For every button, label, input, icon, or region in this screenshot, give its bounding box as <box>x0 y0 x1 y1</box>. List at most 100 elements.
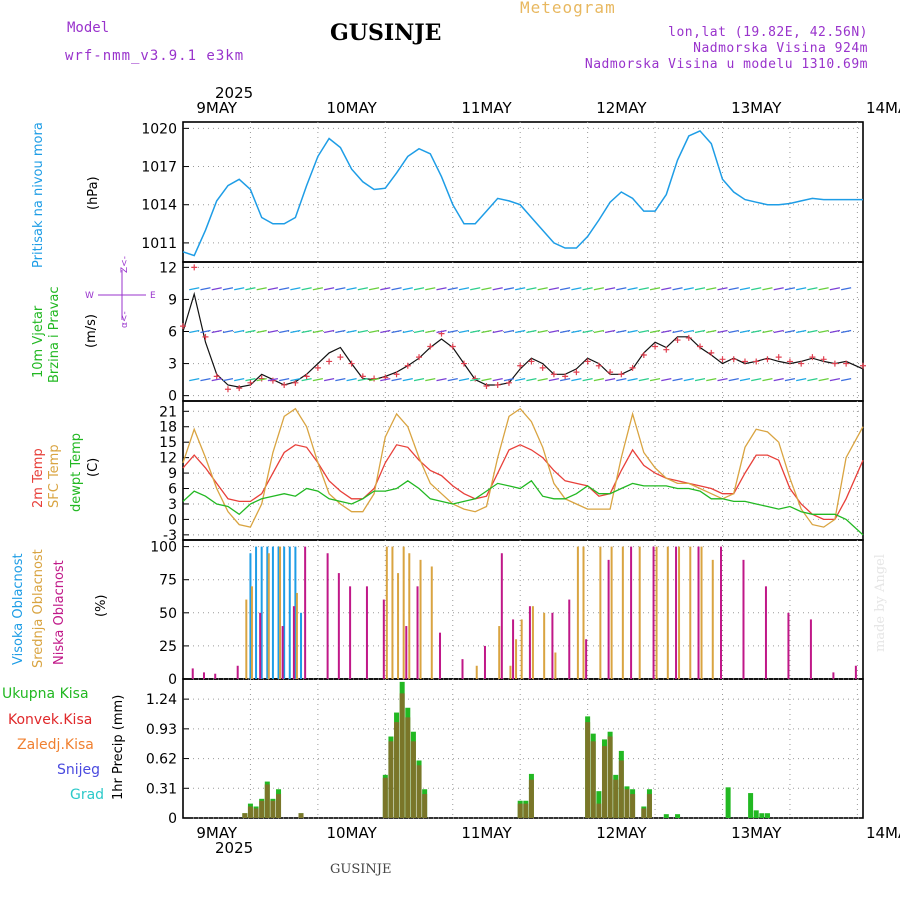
wind-arrow <box>436 287 447 291</box>
cloud-bar <box>292 606 295 679</box>
gust-marker <box>775 354 782 361</box>
cloud-bar <box>483 645 486 679</box>
precip-series <box>242 681 770 818</box>
y-tick-label: 25 <box>159 639 177 655</box>
precip-convective-bar <box>517 803 523 818</box>
wind-arrow <box>402 377 413 382</box>
precip-legend-hail: Grad <box>70 787 104 803</box>
cloud-bar <box>854 665 857 679</box>
wind-arrow <box>335 329 346 334</box>
wind-arrow <box>447 377 458 382</box>
wind-arrow <box>604 377 616 382</box>
temp-line <box>182 479 864 536</box>
wind-arrow <box>458 287 470 291</box>
wind-arrow <box>515 287 526 291</box>
precip-convective-bar <box>394 722 400 818</box>
wind-arrow <box>751 287 762 291</box>
wind-arrow <box>717 377 728 382</box>
precip-convective-bar <box>259 800 265 818</box>
day-label: 12MAY <box>596 824 647 842</box>
wind-arrow <box>413 287 425 291</box>
gust-marker <box>831 360 838 367</box>
gust-marker <box>224 386 231 393</box>
cloud-bar <box>249 553 252 679</box>
wind-arrow <box>189 287 200 291</box>
wind-arrow <box>706 287 717 291</box>
wind-arrow <box>380 287 391 291</box>
cloud-bar <box>568 599 571 679</box>
wind-arrow <box>649 329 661 334</box>
wind-arrow <box>245 287 256 291</box>
wind-arrow <box>402 287 413 291</box>
wind-arrow <box>616 329 627 334</box>
wind-arrow <box>301 329 312 334</box>
gust-marker <box>494 381 501 388</box>
day-label: 9MAY <box>196 824 238 842</box>
wind-arrow <box>728 287 739 291</box>
cloud-bar <box>515 639 518 679</box>
wind-dir-e: E <box>150 291 156 301</box>
wind-arrow <box>537 287 548 291</box>
cloud-bar <box>599 546 602 679</box>
wind-arrow <box>683 329 694 334</box>
wind-arrow <box>649 287 661 291</box>
gust-marker <box>573 369 580 376</box>
day-label: 13MAY <box>731 99 782 117</box>
cloud-bar <box>439 632 442 679</box>
wind-arrow <box>368 329 380 334</box>
pressure-line <box>182 129 863 257</box>
wind-arrow <box>436 329 447 334</box>
cloud-bar <box>543 612 546 679</box>
wind-arrow <box>301 287 312 291</box>
model-name: wrf-nmm_v3.9.1 e3km <box>65 48 245 64</box>
day-label: 10MAY <box>326 99 377 117</box>
cloud-bar <box>531 606 534 679</box>
wind-arrow <box>829 377 841 382</box>
precip-convective-bar <box>253 808 259 818</box>
meteogram-label: Meteogram <box>520 0 616 17</box>
station-elevation: Nadmorska Visina 924m <box>693 41 868 56</box>
page-title: GUSINJE <box>330 20 442 46</box>
wind-arrow <box>222 287 234 291</box>
precip-convective-bar <box>410 741 416 818</box>
wind-arrow <box>582 377 593 382</box>
cloud-bar <box>520 619 523 679</box>
cloud-bar <box>461 659 464 679</box>
wind-arrow <box>290 329 301 334</box>
cloud-bar <box>279 546 282 679</box>
wind-arrow <box>470 329 481 334</box>
wind-arrow <box>728 329 739 334</box>
cloud-bar <box>349 586 352 679</box>
gust-marker <box>685 334 692 341</box>
wind-arrow <box>784 377 796 382</box>
day-label: 12MAY <box>596 99 647 117</box>
wind-arrow <box>267 287 279 291</box>
precip-convective-bar <box>416 765 422 818</box>
wind-arrow <box>796 287 807 291</box>
wind-arrow <box>841 329 852 334</box>
cloud-bar <box>430 566 433 679</box>
cloud-bar <box>512 619 515 679</box>
gust-marker <box>314 364 321 371</box>
wind-arrow <box>436 377 447 382</box>
precip-convective-bar <box>523 803 529 818</box>
wind-arrow <box>818 377 829 382</box>
cloud-bar <box>271 546 274 679</box>
wind-arrow <box>672 377 683 382</box>
precip-convective-bar <box>405 717 411 818</box>
precip-convective-bar <box>624 789 630 818</box>
wind-arrow <box>661 329 672 334</box>
temp-line <box>182 407 864 528</box>
gust-marker <box>505 379 512 386</box>
gust-marker <box>393 371 400 378</box>
wind-arrow <box>661 287 672 291</box>
wind-dir-n: α<- <box>120 311 130 328</box>
precip-convective-bar <box>528 779 534 818</box>
wind-arrow <box>560 287 571 291</box>
wind-arrow <box>582 329 593 334</box>
y-tick-label: 0 <box>168 811 177 827</box>
gust-marker <box>213 373 220 380</box>
wind-arrow <box>458 329 470 334</box>
wind-arrow <box>267 377 279 382</box>
